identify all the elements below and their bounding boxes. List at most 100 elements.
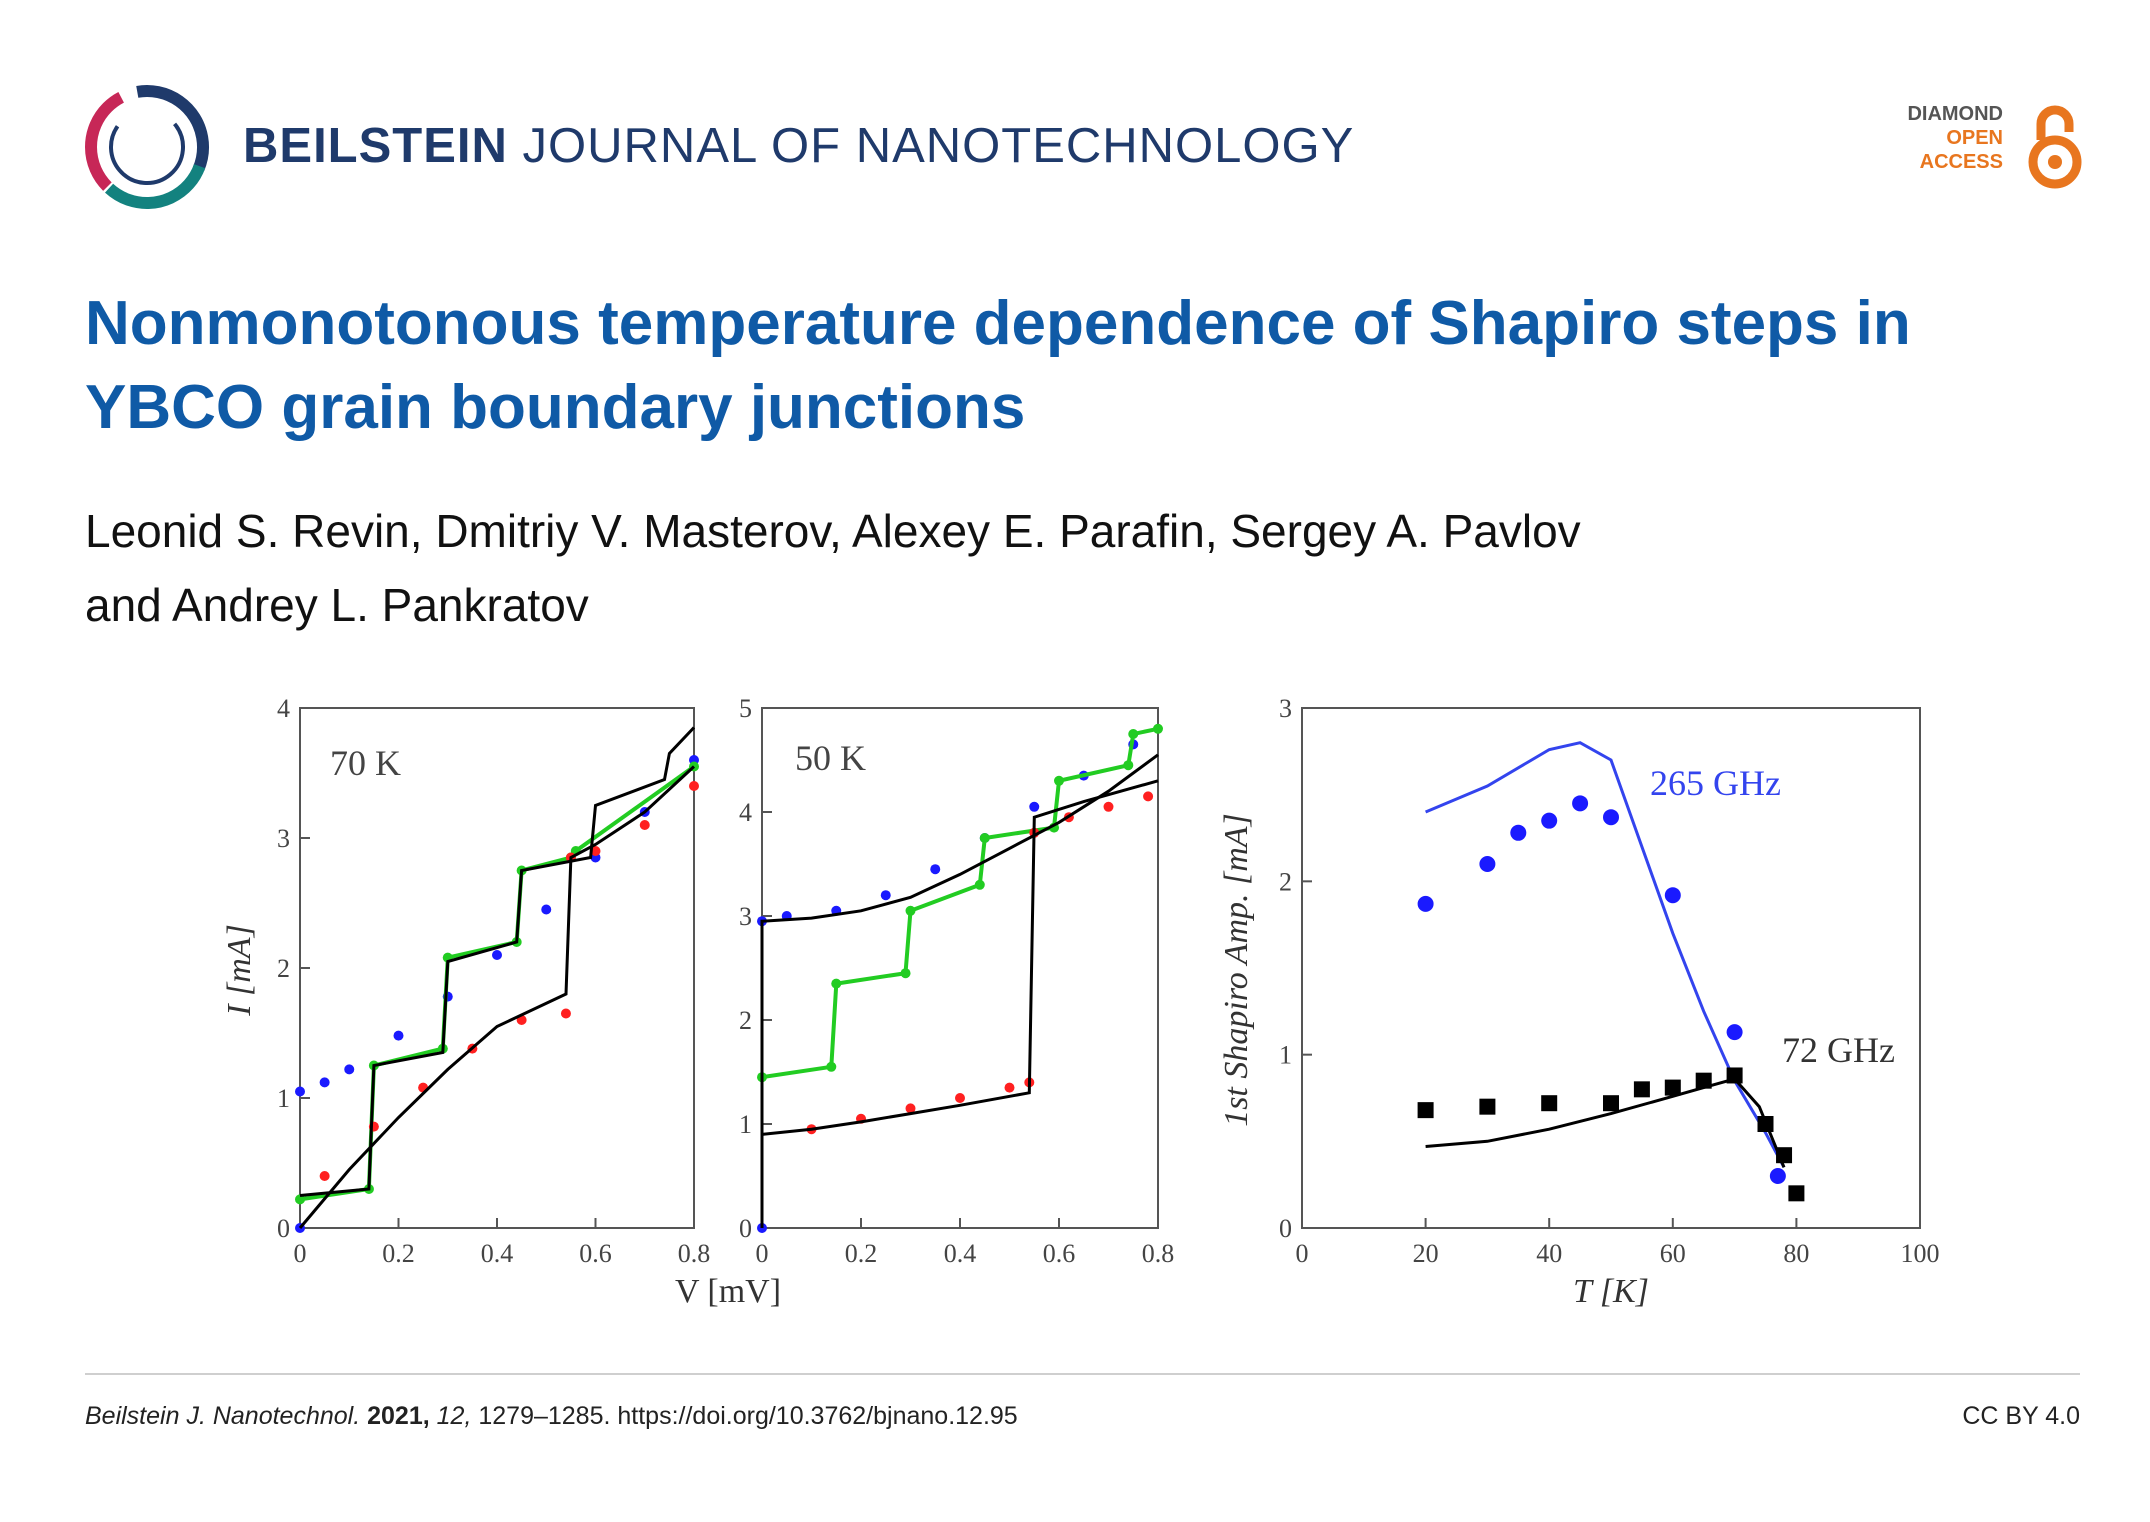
data-point xyxy=(295,1194,305,1205)
article-title: Nonmonotonous temperature dependence of … xyxy=(85,289,1911,442)
y-tick-label: 2 xyxy=(277,954,290,983)
data-point xyxy=(1603,809,1619,826)
y-tick-label: 3 xyxy=(277,824,290,853)
panel-70k-frame xyxy=(299,707,695,1229)
data-point xyxy=(1103,801,1114,812)
data-point xyxy=(639,820,650,830)
oa-line-open: OPEN xyxy=(1946,127,2003,149)
series-line-3 xyxy=(298,765,696,1229)
x-tick-label: 20 xyxy=(1413,1239,1439,1268)
beilstein-logo-icon xyxy=(85,85,209,209)
panel-3-ylabel: 1st Shapiro Amp. [mA] xyxy=(1218,813,1255,1127)
series-line-3 xyxy=(760,779,1159,1228)
data-point xyxy=(590,846,601,856)
annotation-265ghz: 265 GHz xyxy=(1650,763,1781,803)
data-point xyxy=(1054,775,1064,786)
data-point xyxy=(1541,1095,1558,1112)
data-point xyxy=(979,833,990,843)
series-line-1 xyxy=(299,764,696,1202)
panel-70k: 0 0.2 0.4 0.6 0.8 0 1 2 3 4 70 K I [mA] xyxy=(221,694,710,1268)
y-tick-label: 0 xyxy=(1279,1214,1292,1243)
panel-50k-frame xyxy=(761,707,1159,1229)
data-point xyxy=(1695,1072,1712,1089)
citation: Beilstein J. Nanotechnol. 2021, 12, 1279… xyxy=(85,1402,1018,1431)
panel-70k-marks: 0 0.2 0.4 0.6 0.8 0 1 2 3 4 xyxy=(277,694,710,1268)
y-tick-label: 4 xyxy=(739,798,752,827)
journal-name-bold: BEILSTEIN xyxy=(243,119,508,173)
y-tick-label: 2 xyxy=(1279,867,1292,896)
data-point xyxy=(1153,723,1163,734)
y-tick-label: 3 xyxy=(1279,694,1292,723)
x-tick-label: 0 xyxy=(294,1239,307,1268)
author-list: Leonid S. Revin, Dmitriy V. Masterov, Al… xyxy=(85,494,1985,642)
y-tick-label: 5 xyxy=(739,694,752,723)
series-line-1 xyxy=(761,726,1159,1080)
x-tick-label: 0 xyxy=(1296,1239,1309,1268)
data-point xyxy=(1417,1102,1434,1119)
annotation-72ghz: 72 GHz xyxy=(1782,1030,1895,1070)
y-tick-label: 4 xyxy=(277,694,290,723)
x-tick-label: 100 xyxy=(1901,1239,1940,1268)
data-point xyxy=(930,864,941,875)
citation-volume: 12, xyxy=(436,1402,472,1430)
data-point xyxy=(344,1064,355,1075)
authors-line-1: Leonid S. Revin, Dmitriy V. Masterov, Al… xyxy=(85,505,1581,557)
data-point xyxy=(880,890,891,901)
x-tick-label: 0.8 xyxy=(678,1239,711,1268)
data-point xyxy=(1029,801,1040,812)
oa-line-access: ACCESS xyxy=(1919,151,2003,173)
x-tick-label: 60 xyxy=(1660,1239,1686,1268)
x-tick-label: 0 xyxy=(756,1239,769,1268)
panel-shapiro-vs-temperature: 0 20 40 60 80 100 0 1 2 3 265 GHz 72 GHz 1st Shap… xyxy=(1218,694,1940,1310)
data-point xyxy=(1004,1082,1015,1093)
data-point xyxy=(1417,895,1434,912)
data-point xyxy=(560,1008,571,1019)
data-point xyxy=(831,978,842,989)
data-point xyxy=(974,879,985,890)
x-tick-label: 0.6 xyxy=(579,1239,612,1268)
data-point xyxy=(1479,1098,1496,1115)
journal-name: BEILSTEIN JOURNAL OF NANOTECHNOLOGY xyxy=(243,118,1354,174)
footer-divider xyxy=(85,1373,2080,1375)
panel-50k-label: 50 K xyxy=(795,738,866,778)
data-point xyxy=(1664,887,1681,904)
data-point xyxy=(1143,791,1154,802)
open-lock-icon xyxy=(2028,105,2082,189)
data-point xyxy=(1479,856,1496,872)
data-point xyxy=(295,1086,305,1097)
citation-pages-doi[interactable]: 1279–1285. https://doi.org/10.3762/bjnan… xyxy=(478,1402,1018,1430)
data-point xyxy=(1541,812,1558,829)
y-tick-label: 0 xyxy=(739,1214,752,1243)
data-point xyxy=(1572,795,1589,812)
x-tick-label: 0.4 xyxy=(944,1239,977,1268)
data-point xyxy=(905,905,916,916)
data-point xyxy=(689,781,699,791)
data-point xyxy=(1633,1081,1650,1098)
y-tick-label: 3 xyxy=(739,902,752,931)
panel-3-marks: 0 20 40 60 80 100 0 1 2 3 xyxy=(1279,694,1940,1268)
x-tick-label: 0.6 xyxy=(1043,1239,1076,1268)
panel-70k-ylabel: I [mA] xyxy=(221,924,258,1017)
iv-xlabel: V [mV] xyxy=(675,1273,781,1310)
panel-3-frame xyxy=(1301,707,1921,1229)
data-point xyxy=(1603,1095,1619,1112)
x-tick-label: 0.8 xyxy=(1142,1239,1175,1268)
data-point xyxy=(319,1077,330,1088)
panel-50k-marks: 0 0.2 0.4 0.6 0.8 0 1 2 3 4 5 xyxy=(739,694,1174,1268)
authors-line-2: and Andrey L. Pankratov xyxy=(85,579,589,631)
data-point xyxy=(1726,1024,1743,1041)
series-line-3 xyxy=(1425,1077,1786,1168)
panel-3-xlabel: T [K] xyxy=(1573,1273,1649,1310)
y-tick-label: 0 xyxy=(277,1214,290,1243)
y-tick-label: 1 xyxy=(277,1084,290,1113)
data-point xyxy=(1664,1079,1681,1096)
y-tick-label: 1 xyxy=(1279,1041,1292,1070)
data-point xyxy=(1128,729,1139,739)
diamond-open-access-badge: DIAMOND OPEN ACCESS xyxy=(1880,102,2085,192)
series-line-4 xyxy=(760,753,1159,1228)
citation-journal: Beilstein J. Nanotechnol. xyxy=(85,1402,361,1430)
license[interactable]: CC BY 4.0 xyxy=(1962,1402,2080,1430)
data-point xyxy=(1769,1168,1786,1184)
y-tick-label: 1 xyxy=(739,1110,752,1139)
series-line-1 xyxy=(1425,741,1786,1169)
